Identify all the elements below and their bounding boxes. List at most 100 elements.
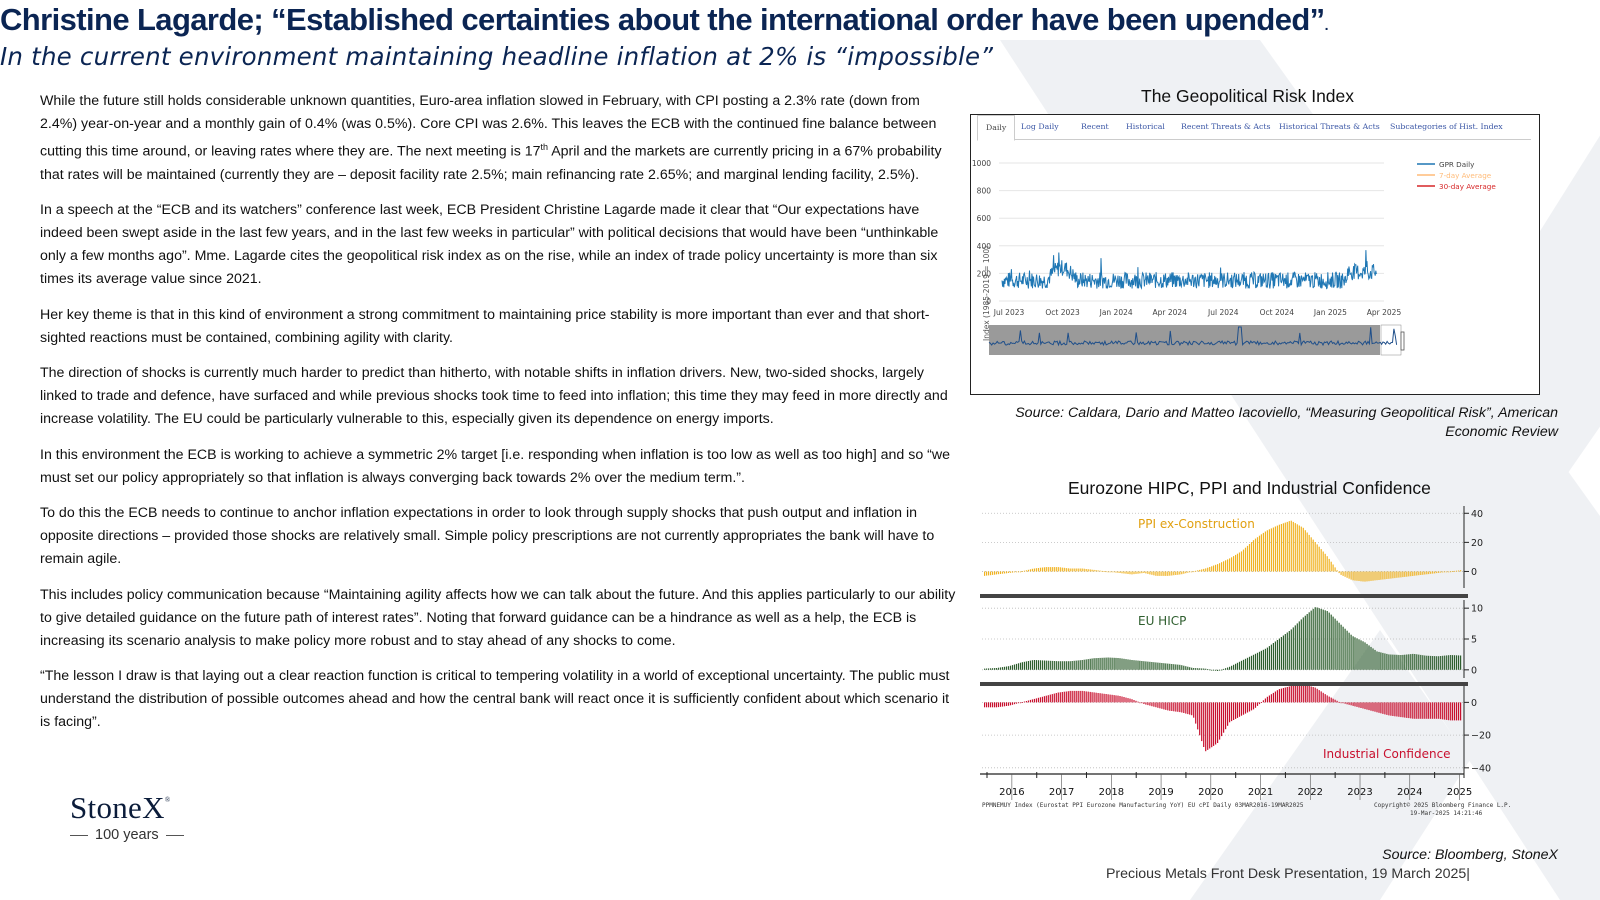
euro-bar — [1189, 571, 1191, 573]
euro-bar — [1334, 699, 1336, 703]
euro-bar — [1181, 702, 1183, 713]
euro-bar — [1332, 564, 1334, 572]
euro-bar — [1450, 571, 1452, 573]
euro-bar — [1454, 570, 1456, 572]
gpr-range-window[interactable] — [1380, 324, 1402, 356]
euro-bar — [1312, 608, 1314, 670]
euro-bar — [1065, 661, 1067, 670]
euro-bar — [1035, 568, 1037, 572]
gpr-range-slider[interactable] — [988, 324, 1405, 356]
gpr-legend-entry[interactable]: GPR Daily — [1439, 160, 1475, 169]
tab-recent-threats[interactable]: Recent Threats & Acts — [1181, 122, 1271, 131]
euro-bar — [1229, 666, 1231, 670]
euro-bar — [1420, 571, 1422, 575]
euro-bar — [1434, 702, 1436, 719]
euro-bar — [1456, 655, 1458, 670]
euro-bar — [1019, 702, 1022, 704]
euro-bar — [1003, 666, 1006, 670]
euro-bar — [1031, 568, 1033, 572]
euro-bar — [1384, 702, 1386, 715]
euro-bar — [1316, 607, 1318, 670]
euro-bar — [1225, 702, 1227, 730]
euro-bar — [1181, 571, 1183, 575]
gpr-range-handle[interactable] — [1400, 331, 1405, 351]
euro-bar — [1039, 567, 1041, 572]
euro-bar — [1302, 527, 1304, 572]
euro-bar — [1252, 702, 1255, 710]
gpr-legend-entry[interactable]: 30-day Average — [1439, 182, 1496, 191]
euro-panel-separator — [980, 594, 1468, 598]
euro-year-label: 2024 — [1397, 787, 1422, 798]
euro-bar — [1209, 702, 1211, 749]
euro-bar — [1236, 553, 1239, 572]
euro-bar — [1011, 702, 1014, 705]
euro-bar — [1109, 657, 1111, 670]
euro-bar — [1238, 661, 1241, 670]
euro-bar — [1440, 702, 1442, 720]
euro-bar — [1193, 668, 1195, 670]
gpr-range-shade — [989, 325, 1380, 355]
euro-bar — [1051, 660, 1053, 670]
euro-bar — [1097, 658, 1099, 670]
euro-bar — [1326, 611, 1328, 670]
euro-bar — [1071, 661, 1073, 670]
tab-historical[interactable]: Historical — [1126, 122, 1165, 131]
euro-year-label: 2018 — [1099, 787, 1124, 798]
euro-bar — [1187, 571, 1189, 573]
euro-chart-title: Eurozone HIPC, PPI and Industrial Confid… — [1068, 478, 1431, 498]
euro-bar — [1302, 617, 1304, 670]
euro-bar — [1061, 567, 1063, 572]
euro-bar — [1346, 571, 1348, 578]
euro-bar — [1426, 571, 1428, 575]
euro-bar — [1203, 668, 1205, 670]
euro-year-label: 2019 — [1148, 787, 1173, 798]
euro-bar — [1079, 690, 1081, 703]
stonex-logo: StoneX® 100 years — [70, 790, 184, 843]
euro-bar — [1157, 702, 1159, 708]
euro-bar — [1264, 531, 1266, 572]
gpr-legend-entry[interactable]: 7-day Average — [1439, 171, 1492, 180]
euro-bar — [1015, 663, 1018, 670]
euro-bar — [1135, 660, 1137, 670]
euro-bar — [1436, 571, 1438, 574]
euro-bar — [1456, 702, 1458, 721]
euro-bar — [1352, 636, 1354, 670]
ic-series-label: Industrial Confidence — [1323, 747, 1451, 761]
tab-log-daily[interactable]: Log Daily — [1021, 122, 1059, 131]
euro-bar — [1069, 690, 1071, 703]
euro-bar — [1039, 697, 1041, 703]
article-body: While the future still holds considerabl… — [40, 90, 960, 747]
euro-bar — [1155, 571, 1157, 576]
euro-bar — [1125, 571, 1127, 574]
euro-bar — [1414, 654, 1416, 670]
euro-bar — [1382, 702, 1384, 714]
euro-bar — [1215, 702, 1217, 745]
euro-bar — [1165, 702, 1167, 710]
euro-bar — [1366, 702, 1368, 710]
tab-daily[interactable]: Daily — [977, 115, 1016, 141]
footer-text: Precious Metals Front Desk Presentation,… — [1105, 866, 1470, 882]
euro-bar — [1041, 660, 1043, 670]
euro-bar — [1069, 661, 1071, 670]
euro-bar — [1169, 702, 1171, 711]
euro-bar-chart: PPI ex-Construction EU HICP Industrial C… — [980, 506, 1511, 817]
tab-subcategories[interactable]: Subcategories of Hist. Index — [1390, 122, 1503, 131]
euro-bar — [1370, 571, 1372, 581]
euro-bar — [1233, 664, 1235, 670]
euro-bar — [1428, 655, 1430, 670]
euro-bar — [1272, 692, 1274, 703]
euro-bar — [1368, 645, 1370, 670]
euro-bar — [1065, 568, 1067, 572]
euro-bar — [1248, 702, 1251, 712]
euro-bar — [1053, 693, 1055, 703]
euro-bar — [1049, 694, 1051, 703]
euro-bar — [1141, 702, 1143, 704]
tab-historical-threats[interactable]: Historical Threats & Acts — [1279, 122, 1380, 131]
euro-bar — [1258, 651, 1261, 670]
euro-bar — [999, 702, 1002, 707]
euro-bar — [1049, 660, 1051, 670]
euro-bar — [1067, 691, 1069, 703]
euro-bar — [1300, 526, 1302, 572]
tab-recent[interactable]: Recent — [1081, 122, 1109, 131]
euro-bar — [1328, 558, 1330, 572]
